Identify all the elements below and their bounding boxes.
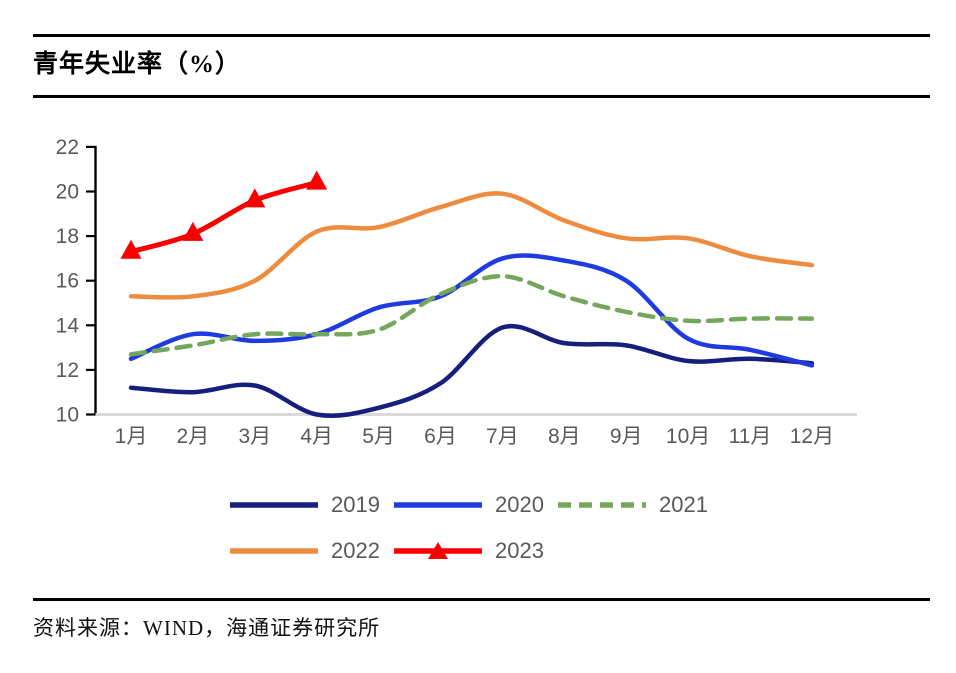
y-tick-label: 22 <box>56 136 79 159</box>
series-2022 <box>128 191 815 300</box>
legend-item-2023: 2023 <box>392 538 547 564</box>
x-tick-label: 8月 <box>548 425 581 448</box>
series-2020 <box>128 253 815 368</box>
legend-label-2023: 2023 <box>495 538 544 563</box>
youth-unemployment-chart: 10 12 14 16 18 20 22 1月 2月 3月 4月 5月 6月 7月 8月 9月 10月 11月 12… <box>56 136 857 448</box>
legend-swatch-2019 <box>230 502 318 508</box>
legend-row: 2022 2023 <box>228 535 956 567</box>
x-tick-label: 7月 <box>486 425 519 448</box>
legend-swatch-2022 <box>230 548 318 554</box>
legend-item-2020: 2020 <box>392 492 547 518</box>
y-tick-label: 16 <box>56 270 79 293</box>
legend-swatch-2020 <box>394 502 482 508</box>
x-tick-label: 6月 <box>424 425 457 448</box>
bottom-divider <box>33 598 930 601</box>
x-tick-label: 9月 <box>610 425 643 448</box>
legend-label-2020: 2020 <box>495 492 544 517</box>
series-2021 <box>128 273 815 357</box>
triangle-marker <box>120 239 142 259</box>
x-tick-label: 10月 <box>666 425 710 448</box>
y-axis: 10 12 14 16 18 20 22 <box>56 136 97 427</box>
legend-row: 2019 2020 2021 <box>228 489 956 521</box>
triangle-marker <box>306 170 328 190</box>
legend-swatch-2021 <box>558 502 646 508</box>
x-tick-label: 3月 <box>238 425 271 448</box>
title-divider <box>33 95 930 98</box>
legend-swatch-2023 <box>394 542 482 559</box>
top-divider <box>33 34 930 37</box>
y-tick-label: 18 <box>56 225 79 248</box>
chart-title: 青年失业率（%） <box>33 51 242 78</box>
legend-label-2022: 2022 <box>331 538 380 563</box>
legend-item-2019: 2019 <box>228 492 383 518</box>
triangle-marker <box>182 221 204 241</box>
legend-item-2021: 2021 <box>556 492 711 518</box>
legend-label-2019: 2019 <box>331 492 380 517</box>
source-note: 资料来源：WIND，海通证券研究所 <box>33 616 381 640</box>
y-tick-label: 10 <box>56 404 79 427</box>
legend-triangle-marker <box>428 542 448 559</box>
legend-label-2021: 2021 <box>659 492 708 517</box>
triangle-marker <box>244 188 266 208</box>
series-2023 <box>120 170 328 259</box>
chart-legend: 2019 2020 2021 2022 2023 <box>0 489 956 581</box>
x-tick-label: 2月 <box>177 425 210 448</box>
y-tick-label: 20 <box>56 181 79 204</box>
x-tick-label: 1月 <box>115 425 148 448</box>
series-2019 <box>128 323 815 418</box>
x-tick-label: 12月 <box>790 425 834 448</box>
x-axis: 1月 2月 3月 4月 5月 6月 7月 8月 9月 10月 11月 12月 <box>95 413 857 448</box>
x-tick-label: 4月 <box>300 425 333 448</box>
legend-item-2022: 2022 <box>228 538 383 564</box>
y-tick-label: 14 <box>56 314 80 337</box>
x-tick-label: 11月 <box>729 425 772 448</box>
x-tick-label: 5月 <box>362 425 395 448</box>
y-tick-label: 12 <box>56 359 79 382</box>
